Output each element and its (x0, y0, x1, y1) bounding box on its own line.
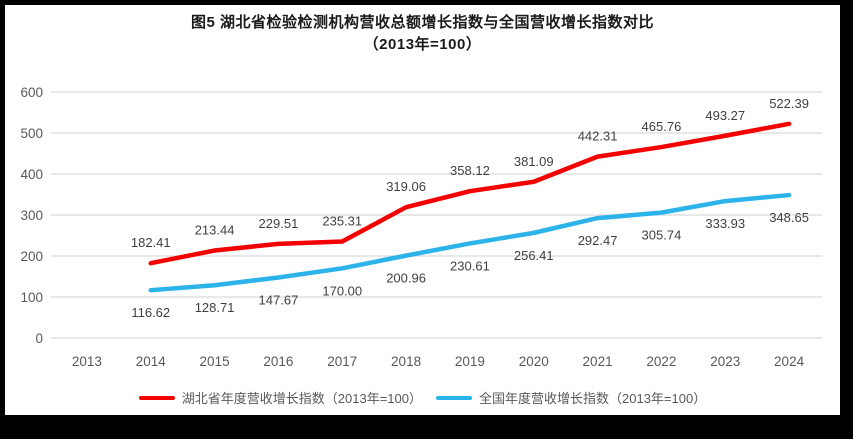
data-label: 182.41 (131, 235, 171, 250)
data-label: 116.62 (131, 305, 170, 320)
plot-svg: 0 100 200 300 400 500 600 2013 2014 2015 2016 2017 2… (20, 85, 822, 369)
data-label: 213.44 (195, 222, 235, 237)
data-label: 305.74 (642, 228, 682, 243)
data-label: 229.51 (259, 216, 299, 231)
legend-line-swatch (138, 395, 175, 400)
data-label: 200.96 (386, 271, 426, 286)
data-label: 147.67 (259, 292, 299, 307)
chart-title-block: 图5 湖北省检验检测机构营收总额增长指数与全国营收增长指数对比 （2013年=1… (5, 12, 840, 56)
chart-canvas: 图5 湖北省检验检测机构营收总额增长指数与全国营收增长指数对比 （2013年=1… (5, 5, 840, 415)
y-tick-label: 100 (20, 290, 43, 305)
x-tick-label: 2018 (391, 354, 421, 369)
x-tick-label: 2017 (327, 354, 357, 369)
data-label: 292.47 (578, 233, 618, 248)
y-tick-label: 400 (20, 167, 43, 182)
data-label: 442.31 (578, 129, 618, 144)
data-label: 381.09 (514, 154, 554, 169)
data-label: 522.39 (769, 96, 809, 111)
x-tick-label: 2024 (774, 354, 805, 369)
x-tick-label: 2015 (200, 354, 230, 369)
legend-line-swatch (436, 395, 472, 400)
data-label: 256.41 (514, 248, 554, 263)
data-label: 358.12 (450, 163, 490, 178)
data-label: 333.93 (705, 216, 745, 231)
data-label: 230.61 (450, 258, 490, 273)
chart-subtitle: （2013年=100） (363, 36, 482, 53)
chart-title: 图5 湖北省检验检测机构营收总额增长指数与全国营收增长指数对比 (190, 14, 654, 31)
series-line-0 (148, 121, 792, 266)
x-tick-label: 2016 (263, 354, 293, 369)
x-tick-label: 2020 (519, 354, 549, 369)
y-tick-label: 600 (20, 85, 43, 100)
data-label: 319.06 (386, 179, 426, 194)
data-label: 170.00 (322, 283, 362, 298)
series-line-1 (148, 192, 792, 293)
legend-item-1: 全国年度营收增长指数（2013年=100） (436, 388, 706, 407)
data-label: 128.71 (195, 300, 235, 315)
legend-label: 全国年度营收增长指数（2013年=100） (479, 391, 707, 406)
data-label: 348.65 (769, 210, 809, 225)
data-label: 493.27 (705, 108, 745, 123)
x-tick-label: 2021 (583, 354, 613, 369)
x-tick-label: 2013 (72, 354, 102, 369)
x-tick-label: 2023 (710, 354, 740, 369)
legend-label: 湖北省年度营收增长指数（2013年=100） (181, 391, 422, 406)
data-label: 235.31 (322, 214, 362, 229)
x-tick-label: 2019 (455, 354, 485, 369)
y-tick-label: 200 (20, 249, 43, 264)
y-tick-label: 500 (20, 126, 43, 141)
legend-item-0: 湖北省年度营收增长指数（2013年=100） (138, 388, 422, 407)
chart-legend: 湖北省年度营收增长指数（2013年=100） 全国年度营收增长指数（2013年=1… (5, 388, 840, 407)
y-tick-label: 300 (20, 208, 43, 223)
y-tick-label: 0 (35, 331, 43, 346)
data-label: 465.76 (642, 119, 682, 134)
x-tick-label: 2014 (136, 354, 167, 369)
x-tick-label: 2022 (646, 354, 676, 369)
